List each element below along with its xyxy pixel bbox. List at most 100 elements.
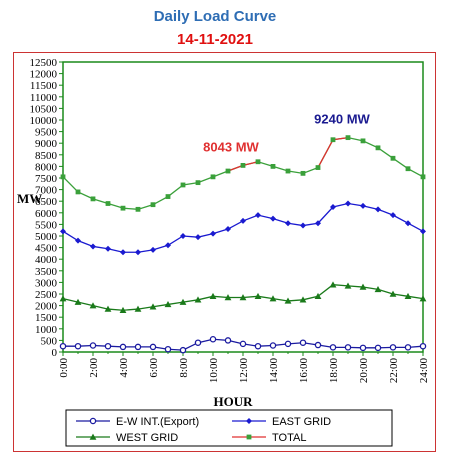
point-total <box>315 165 321 170</box>
point-e-w-int-export <box>74 342 82 350</box>
point-total <box>420 174 426 180</box>
point-total <box>90 196 96 202</box>
point-east-grid <box>210 230 216 237</box>
x-tick-label: 22:00 <box>388 358 400 384</box>
point-west-grid <box>74 298 82 305</box>
annotation-label: 9240 MW <box>314 112 370 127</box>
point-total <box>375 145 381 151</box>
point-total <box>270 164 276 169</box>
point-west-grid <box>299 296 307 303</box>
point-e-w-int-export <box>104 342 112 350</box>
point-east-grid <box>195 234 201 241</box>
point-e-w-int-export <box>254 342 262 350</box>
chart-frame <box>13 52 436 452</box>
point-e-w-int-export <box>404 344 412 351</box>
point-e-w-int-export <box>239 340 247 348</box>
point-west-grid <box>164 301 172 308</box>
point-total <box>330 137 336 143</box>
x-tick-label: 16:00 <box>298 358 310 384</box>
point-east-grid <box>360 202 366 209</box>
point-east-grid <box>315 220 321 227</box>
point-e-w-int-export <box>389 344 397 351</box>
point-total <box>345 135 351 141</box>
point-e-w-int-export <box>269 342 277 349</box>
point-west-grid <box>104 305 112 312</box>
point-west-grid <box>359 283 367 290</box>
y-tick-label: 0 <box>52 347 58 359</box>
y-tick-label: 12000 <box>30 69 58 81</box>
x-axis-label: HOUR <box>214 394 254 409</box>
y-tick-label: 9500 <box>35 127 58 139</box>
point-west-grid <box>134 305 142 312</box>
point-e-w-int-export <box>149 343 157 351</box>
legend-label-east-grid: EAST GRID <box>272 416 331 428</box>
point-total <box>240 163 246 168</box>
y-tick-label: 10500 <box>30 103 58 115</box>
y-tick-label: 3500 <box>35 266 58 278</box>
point-west-grid <box>254 292 262 300</box>
point-e-w-int-export <box>119 343 127 351</box>
legend-marker-west-grid <box>89 433 97 440</box>
point-west-grid <box>314 292 322 300</box>
y-tick-label: 4000 <box>35 254 58 266</box>
point-e-w-int-export <box>164 345 172 353</box>
point-east-grid <box>345 200 351 207</box>
x-tick-label: 10:00 <box>208 358 220 384</box>
point-total <box>120 205 126 211</box>
legend-box <box>65 409 393 447</box>
point-west-grid <box>59 295 67 302</box>
x-tick-label: 0:00 <box>58 358 70 378</box>
y-tick-label: 5000 <box>35 231 58 243</box>
point-east-grid <box>285 220 291 227</box>
point-total <box>150 202 156 208</box>
y-tick-label: 6500 <box>35 196 58 208</box>
y-tick-label: 7500 <box>35 173 58 185</box>
y-tick-label: 11000 <box>30 92 58 104</box>
point-e-w-int-export <box>344 344 352 351</box>
legend-label-e-w-int-export: E-W INT.(Export) <box>116 416 199 428</box>
y-tick-label: 1500 <box>35 312 58 324</box>
point-west-grid <box>119 306 127 313</box>
point-total <box>285 168 291 174</box>
y-tick-label: 5500 <box>35 219 58 231</box>
point-e-w-int-export <box>209 335 217 343</box>
point-east-grid <box>150 246 156 253</box>
y-tick-label: 3000 <box>35 277 58 289</box>
point-west-grid <box>209 292 217 300</box>
point-e-w-int-export <box>359 344 367 352</box>
point-total <box>360 138 366 144</box>
point-e-w-int-export <box>134 343 142 351</box>
x-tick-label: 2:00 <box>88 358 100 378</box>
point-total <box>225 168 231 174</box>
point-east-grid <box>60 228 66 235</box>
point-west-grid <box>89 302 97 309</box>
point-east-grid <box>120 249 126 256</box>
y-tick-label: 500 <box>41 335 58 347</box>
chart-date: 14-11-2021 <box>177 31 253 48</box>
x-tick-label: 24:00 <box>418 358 430 384</box>
point-e-w-int-export <box>224 337 232 344</box>
x-tick-label: 4:00 <box>118 358 130 378</box>
point-total <box>75 189 81 195</box>
x-tick-label: 6:00 <box>148 358 160 378</box>
point-west-grid <box>419 295 427 302</box>
y-tick-label: 4500 <box>35 243 58 255</box>
point-west-grid <box>269 295 277 302</box>
point-total <box>105 201 111 206</box>
point-east-grid <box>300 222 306 229</box>
legend-label-total: TOTAL <box>272 432 306 444</box>
point-west-grid <box>194 296 202 303</box>
point-east-grid <box>165 242 171 249</box>
y-tick-label: 9000 <box>35 138 58 150</box>
point-east-grid <box>330 204 336 210</box>
y-tick-label: 6000 <box>35 208 58 220</box>
point-total <box>60 174 66 180</box>
point-east-grid <box>420 228 426 235</box>
point-west-grid <box>389 290 397 297</box>
y-tick-label: 1000 <box>35 324 58 336</box>
point-west-grid <box>404 292 412 300</box>
point-west-grid <box>374 285 382 293</box>
point-total <box>210 174 216 180</box>
point-east-grid <box>105 245 111 252</box>
y-tick-label: 8000 <box>35 161 58 173</box>
